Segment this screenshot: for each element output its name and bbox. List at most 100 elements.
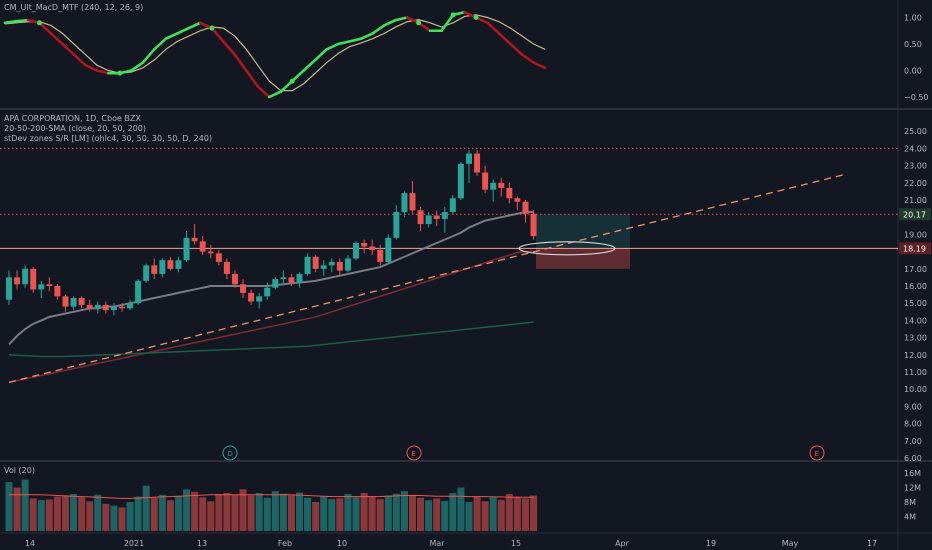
candle-body	[118, 306, 125, 309]
price-tick-label: 14.00	[904, 316, 927, 325]
volume-bar	[271, 491, 279, 531]
volume-bar	[505, 494, 513, 531]
candle-body	[207, 251, 214, 254]
candle-body	[264, 287, 271, 297]
price-tick-label: 21.00	[904, 196, 927, 205]
macd-line-segment	[267, 90, 283, 99]
volume-bar	[473, 496, 481, 531]
candle-body	[369, 246, 376, 250]
macd-line-segment	[61, 42, 76, 56]
macd-line-segment	[394, 16, 409, 22]
date-tick-label: 15	[511, 539, 521, 548]
volume-bar	[126, 502, 134, 531]
macd-tick-label: 0.00	[904, 67, 922, 76]
volume-bar	[465, 502, 473, 531]
candle-body	[280, 277, 287, 280]
volume-bar	[296, 492, 304, 531]
candle-body	[199, 241, 206, 252]
volume-bar	[400, 491, 408, 531]
volume-tick-label: 4M	[904, 513, 916, 522]
event-marker-ring	[222, 445, 238, 461]
volume-bar	[29, 498, 37, 531]
price-tick-label: 25.00	[904, 127, 927, 136]
candle-body	[215, 253, 222, 262]
volume-bar	[102, 503, 110, 531]
price-badge-upper: 20.17	[903, 210, 926, 219]
date-tick-label: 10	[337, 539, 347, 548]
price-tick-label: 10.00	[904, 385, 927, 394]
candle-body	[272, 279, 279, 288]
volume-bar	[183, 489, 191, 531]
macd-signal-line	[4, 14, 546, 92]
macd-line-segment	[279, 79, 294, 93]
candle-body	[361, 243, 368, 247]
price-tick-label: 6.00	[904, 454, 922, 463]
candle-body	[38, 284, 45, 290]
macd-line-segment	[497, 32, 512, 46]
candle-body	[167, 260, 174, 269]
candle-body	[377, 249, 384, 262]
candle-body	[256, 296, 263, 302]
volume-bar	[263, 497, 271, 531]
candle-body	[490, 182, 497, 190]
candle-body	[110, 306, 117, 311]
volume-bar	[166, 500, 174, 531]
date-tick-label: Mar	[429, 539, 445, 548]
candle-body	[70, 298, 77, 307]
volume-bar	[199, 497, 207, 531]
candle-body	[143, 265, 150, 281]
volume-bar	[134, 496, 142, 531]
volume-bar	[384, 495, 392, 531]
macd-line-segment	[359, 32, 374, 41]
macd-line-segment	[187, 21, 202, 30]
candle-body	[522, 201, 529, 214]
volume-bar	[158, 494, 166, 531]
price-tick-label: 15.00	[904, 299, 927, 308]
macd-tick-label: 0.50	[904, 40, 922, 49]
event-marker-e-1: E	[406, 445, 422, 461]
macd-cross-dot	[209, 25, 215, 31]
volume-bar	[70, 494, 78, 531]
candle-body	[54, 286, 61, 297]
macd-line-segment	[348, 37, 363, 43]
date-tick-label: 13	[197, 539, 207, 548]
volume-bar	[360, 492, 368, 531]
candle-body	[22, 268, 29, 285]
event-marker-d-0: D	[222, 445, 238, 461]
candle-body	[417, 210, 424, 225]
candle-body	[433, 215, 440, 219]
candle-body	[288, 277, 295, 283]
stop-zone	[536, 248, 630, 269]
candle-body	[385, 237, 392, 262]
candle-body	[304, 256, 311, 274]
volume-bar	[231, 494, 239, 531]
macd-cross-dot	[36, 20, 42, 26]
volume-bar	[61, 495, 69, 531]
price-tick-label: 23.00	[904, 162, 927, 171]
candle-body	[223, 261, 230, 274]
volume-bar	[328, 499, 336, 531]
volume-bar	[207, 501, 215, 531]
volume-bar	[521, 498, 529, 531]
candle-body	[62, 296, 69, 307]
volume-bar	[497, 499, 505, 531]
candle-body	[127, 303, 134, 309]
candle-body	[102, 304, 109, 311]
candle-body	[506, 187, 513, 199]
candle-body	[320, 265, 327, 269]
macd-cross-dot	[450, 12, 456, 18]
volume-bar	[457, 487, 465, 531]
macd-cross-dot	[289, 78, 295, 84]
macd-line-segment	[256, 85, 271, 99]
candle-body	[530, 213, 537, 237]
macd-line-segment	[336, 40, 351, 46]
volume-bar	[530, 495, 538, 531]
macd-line-segment	[176, 26, 191, 35]
volume-bar	[78, 496, 86, 531]
volume-legend: Vol (20)	[4, 466, 35, 475]
candle-body	[457, 163, 464, 199]
volume-bar	[344, 494, 352, 531]
candle-body	[401, 193, 408, 213]
event-marker-e-2: E	[809, 445, 825, 461]
